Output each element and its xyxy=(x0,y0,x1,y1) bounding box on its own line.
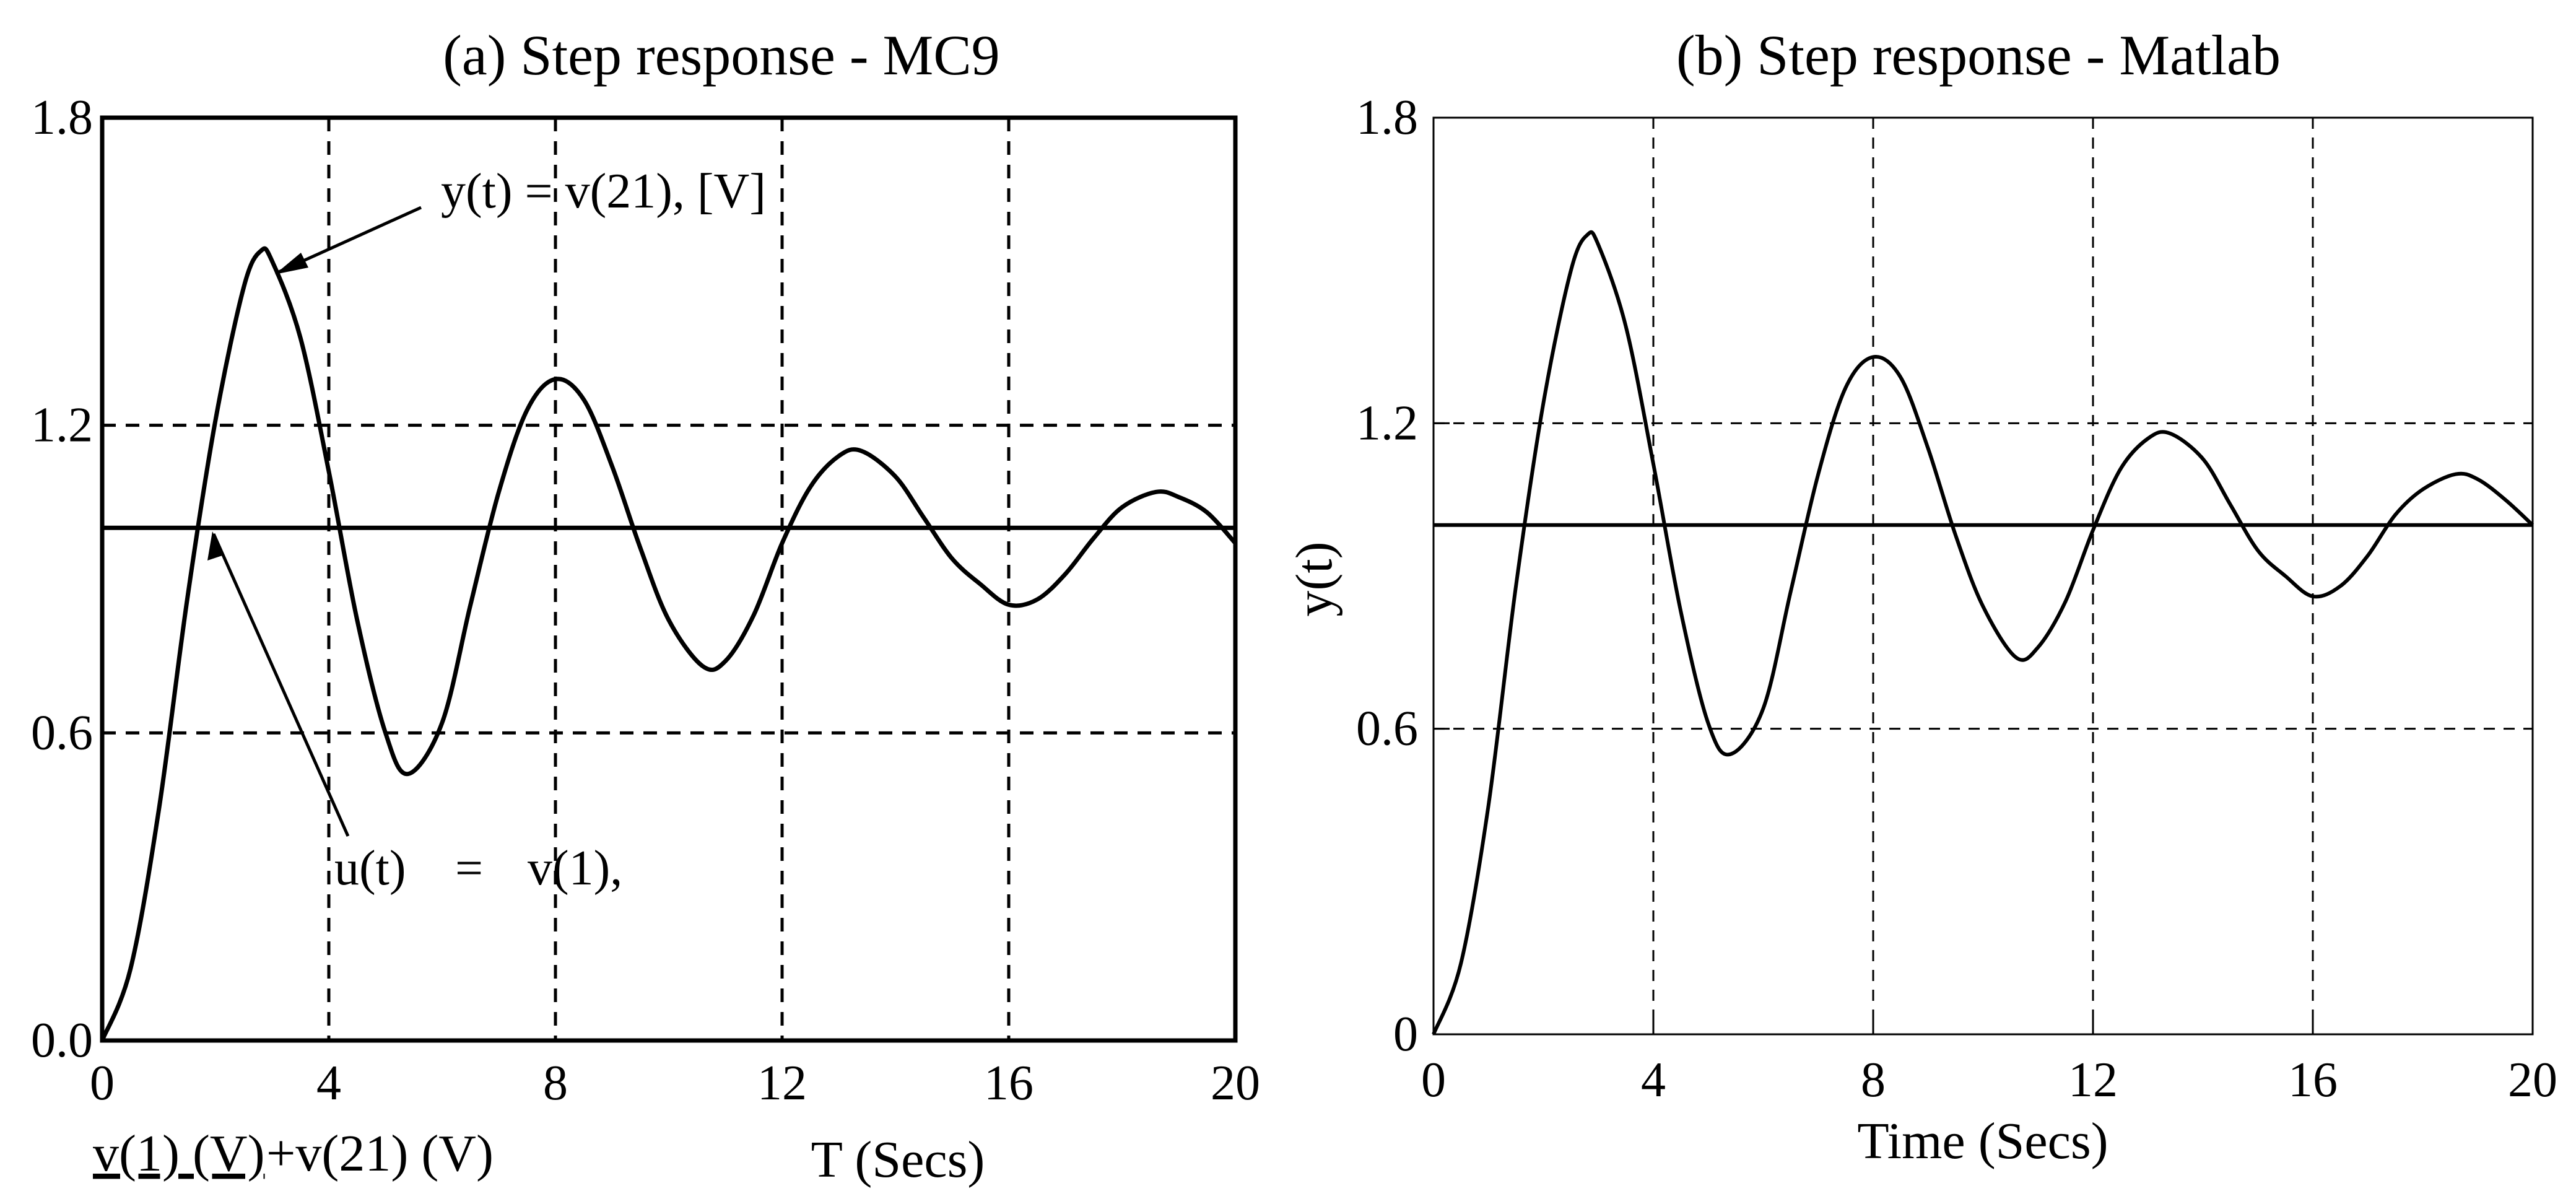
chart-a-input-annotation-eq: = xyxy=(455,841,483,896)
chart-a-grid xyxy=(102,118,1235,1040)
chart-a-series-group xyxy=(100,246,1237,1042)
chart-a-title: (a) Step response - MC9 xyxy=(443,24,999,87)
chart-a-legend-label-vout: +v(21) (V) xyxy=(266,1125,494,1182)
chart-a-x-tick-label: 0 xyxy=(90,1056,115,1110)
chart-b-title: (b) Step response - Matlab xyxy=(1676,24,2281,87)
chart-b-x-tick-label: 0 xyxy=(1421,1053,1446,1107)
chart-a-input-annotation-rhs: v(1), xyxy=(528,841,622,896)
chart-a-x-tick-label: 16 xyxy=(984,1056,1033,1110)
chart-b-y-axis-label: y(t) xyxy=(1286,541,1343,616)
chart-b-x-axis-label: Time (Secs) xyxy=(1857,1112,2108,1170)
chart-a-output-arrowhead xyxy=(275,253,308,274)
chart-b: (b) Step response - Matlab 0 4 8 12 16 20 0 0.6… xyxy=(1286,24,2557,1170)
chart-b-y-tick-label: 0.6 xyxy=(1356,702,1418,756)
chart-a-output-annotation: y(t) = v(21), [V] xyxy=(441,164,766,219)
chart-b-x-tick-label: 4 xyxy=(1641,1053,1666,1107)
chart-a-y-tick-label: 0.6 xyxy=(31,705,93,760)
chart-a-x-tick-label: 20 xyxy=(1211,1056,1260,1110)
chart-a-input-arrowhead xyxy=(207,531,224,561)
chart-a-x-axis-label: T (Secs) xyxy=(811,1131,985,1189)
chart-a-plot-frame xyxy=(100,115,1238,1043)
chart-b-x-tick-label: 20 xyxy=(2508,1053,2557,1107)
chart-a-x-tick-label: 8 xyxy=(543,1056,568,1110)
chart-b-y-tick-label: 1.8 xyxy=(1356,90,1418,145)
chart-b-x-tick-label: 16 xyxy=(2288,1053,2338,1107)
chart-a-input-arrow-line xyxy=(212,533,350,837)
chart-b-ticks: 0 4 8 12 16 20 0 0.6 1.2 1.8 xyxy=(1356,90,2557,1107)
chart-a-x-tick-label: 4 xyxy=(316,1056,341,1110)
chart-a-ticks: 0 4 8 12 16 20 0.0 0.6 1.2 1.8 xyxy=(31,90,1260,1110)
chart-b-y-tick-label: 0 xyxy=(1393,1007,1418,1062)
chart-b-grid xyxy=(1434,118,2533,1034)
chart-b-y-tick-label: 1.2 xyxy=(1356,396,1418,450)
chart-b-x-tick-label: 12 xyxy=(2068,1053,2118,1107)
chart-a-y-tick-label: 1.8 xyxy=(31,90,93,145)
chart-a: (a) Step response - MC9 0 4 8 12 16 20 0.0 0.6 1… xyxy=(31,24,1260,1189)
chart-b-response-curve xyxy=(1432,230,2535,1036)
chart-b-x-tick-label: 8 xyxy=(1861,1053,1886,1107)
chart-a-x-tick-label: 12 xyxy=(757,1056,807,1110)
chart-b-series-group xyxy=(1432,230,2535,1036)
chart-a-input-annotation-lhs: u(t) xyxy=(334,841,406,896)
chart-a-response-curve xyxy=(100,246,1237,1042)
chart-a-legend-label-vin: v(1) (V) xyxy=(93,1125,265,1182)
chart-a-y-tick-label: 0.0 xyxy=(31,1013,93,1068)
chart-a-y-tick-label: 1.2 xyxy=(31,398,93,453)
chart-b-plot-frame xyxy=(1432,116,2534,1036)
